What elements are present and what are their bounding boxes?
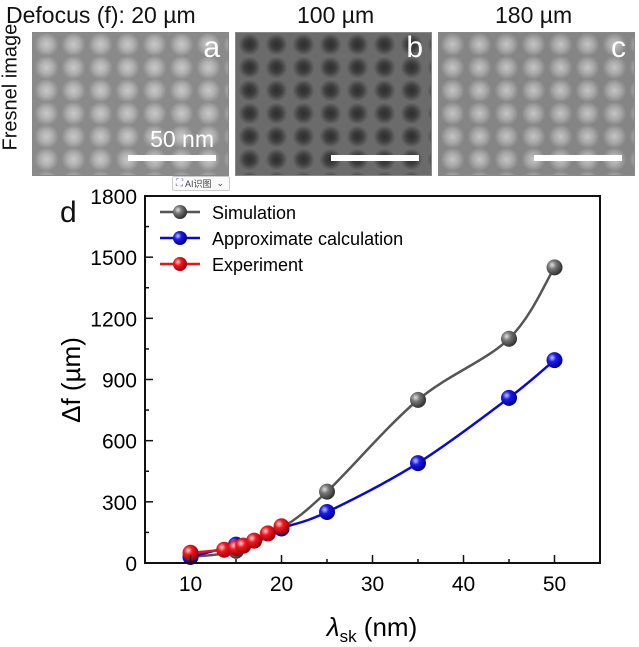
- y-tick-label: 0: [125, 553, 137, 576]
- data-point-experiment: [182, 544, 199, 561]
- data-point-simulation: [410, 391, 426, 408]
- panel-letter-a: a: [203, 32, 220, 64]
- x-tick-label: 10: [179, 573, 202, 596]
- legend-marker: [173, 205, 187, 219]
- data-point-experiment: [259, 525, 276, 542]
- legend-marker: [173, 257, 187, 271]
- y-tick-label: 300: [102, 492, 137, 515]
- y-tick-label: 900: [102, 370, 137, 393]
- panel-letter-d: d: [60, 196, 77, 229]
- data-point-simulation: [501, 330, 517, 347]
- scalebar: [534, 155, 622, 161]
- y-tick-label: 1800: [90, 186, 137, 209]
- defocus-label: Defocus (f): 20 µm: [6, 2, 196, 28]
- legend-label: Simulation: [212, 203, 296, 223]
- scalebar: [331, 155, 419, 161]
- y-tick-label: 1500: [90, 247, 137, 270]
- data-point-approximate-calculation: [501, 389, 517, 406]
- y-axis-label: Δf (µm): [56, 337, 86, 423]
- defocus-100-label: 100 µm: [297, 2, 375, 28]
- y-tick-label: 1200: [90, 308, 137, 331]
- series-line-simulation: [190, 266, 556, 559]
- data-point-approximate-calculation: [410, 455, 426, 472]
- x-tick-label: 30: [361, 573, 384, 596]
- x-tick-label: 50: [543, 573, 566, 596]
- scan-icon: ⛶: [176, 178, 183, 189]
- panel-letter-c: c: [611, 32, 626, 64]
- data-point-approximate-calculation: [546, 352, 563, 369]
- series-line-approximate-calculation: [190, 359, 556, 559]
- scalebar-label: 50 nm: [150, 126, 214, 152]
- scalebar: [128, 155, 216, 161]
- fresnel-image-c: c: [438, 32, 635, 176]
- legend-marker: [173, 231, 187, 245]
- y-tick-label: 600: [102, 431, 137, 454]
- x-tick-label: 40: [452, 573, 475, 596]
- fresnel-image-b: b: [235, 32, 432, 176]
- data-point-experiment: [216, 541, 233, 558]
- ai-button-label: AI识图: [185, 179, 212, 189]
- ai-recognize-button[interactable]: ⛶ AI识图 ⌄: [172, 176, 230, 191]
- panel-letter-b: b: [406, 32, 423, 64]
- chevron-down-icon[interactable]: ⌄: [216, 178, 225, 188]
- data-point-simulation: [546, 259, 563, 276]
- x-tick-label: 20: [270, 573, 293, 596]
- data-point-simulation: [319, 483, 335, 500]
- legend-label: Experiment: [212, 255, 303, 275]
- x-axis-label: λsk (nm): [325, 612, 417, 646]
- data-point-approximate-calculation: [319, 504, 335, 521]
- data-point-experiment: [246, 532, 263, 549]
- data-point-experiment: [273, 518, 290, 535]
- defocus-180-label: 180 µm: [495, 2, 573, 28]
- fresnel-image-a: a 50 nm: [32, 32, 229, 176]
- legend-label: Approximate calculation: [212, 229, 403, 249]
